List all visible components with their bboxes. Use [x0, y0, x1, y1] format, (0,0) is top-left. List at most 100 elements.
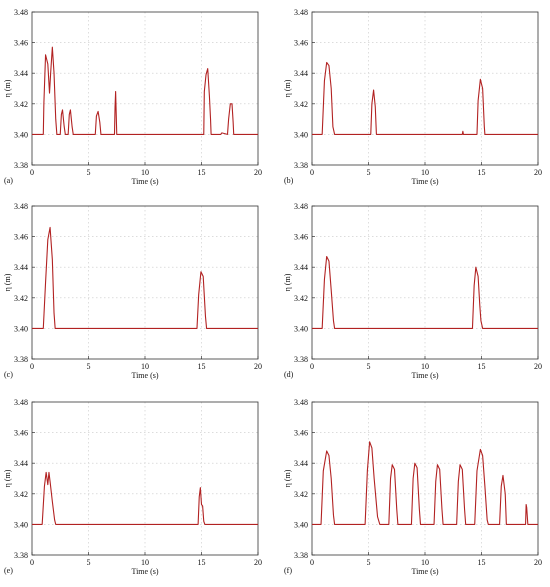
x-axis-label: Time (s) — [131, 371, 158, 380]
y-axis-label: η (m) — [283, 79, 292, 97]
x-axis-label: Time (s) — [411, 371, 438, 380]
x-tick-label: 0 — [30, 362, 34, 371]
y-tick-label: 3.46 — [294, 39, 308, 48]
y-tick-label: 3.44 — [14, 69, 28, 78]
y-tick-label: 3.42 — [294, 490, 308, 499]
x-tick-label: 15 — [198, 168, 206, 177]
x-axis-label: Time (s) — [411, 567, 438, 576]
x-tick-label: 10 — [421, 168, 429, 177]
y-tick-label: 3.48 — [14, 398, 28, 407]
series-line — [32, 471, 258, 525]
y-tick-label: 3.40 — [14, 520, 28, 529]
y-tick-label: 3.44 — [294, 459, 308, 468]
y-tick-label: 3.46 — [14, 39, 28, 48]
y-tick-label: 3.46 — [14, 429, 28, 438]
y-tick-label: 3.46 — [14, 233, 28, 242]
x-tick-label: 5 — [367, 362, 371, 371]
x-tick-label: 15 — [478, 168, 486, 177]
x-tick-label: 20 — [534, 558, 542, 567]
x-tick-label: 15 — [478, 558, 486, 567]
x-axis-label: Time (s) — [131, 567, 158, 576]
y-tick-label: 3.44 — [14, 263, 28, 272]
y-axis-label: η (m) — [3, 273, 12, 291]
chart-panel: 0 5 10 15 20 3.38 3.40 3.42 3.44 3.46 3.48 Time (s)… — [283, 398, 542, 576]
panel-label: (a) — [4, 176, 13, 185]
x-tick-label: 20 — [534, 168, 542, 177]
y-tick-label: 3.42 — [294, 294, 308, 303]
y-tick-label: 3.48 — [294, 8, 308, 17]
y-tick-label: 3.44 — [294, 69, 308, 78]
series-line — [312, 255, 538, 329]
y-axis-label: η (m) — [3, 469, 12, 487]
y-tick-label: 3.40 — [14, 130, 28, 139]
panel-label: (b) — [284, 176, 294, 185]
axes-frame — [311, 205, 539, 360]
y-axis-label: η (m) — [3, 79, 12, 97]
chart-panel: 0 5 10 15 20 3.38 3.40 3.42 3.44 3.46 3.48 Time (s)… — [3, 398, 262, 576]
series-line — [312, 61, 538, 135]
panel-label: (d) — [284, 370, 294, 379]
panel-label: (f) — [284, 566, 292, 575]
y-tick-label: 3.40 — [294, 520, 308, 529]
panel-label: (e) — [4, 566, 13, 575]
chart-panel: 0 5 10 15 20 3.38 3.40 3.42 3.44 3.46 3.48 Time (s)… — [283, 8, 542, 186]
y-tick-label: 3.40 — [294, 324, 308, 333]
y-tick-label: 3.40 — [14, 324, 28, 333]
axes-frame — [31, 401, 259, 556]
x-tick-label: 10 — [141, 362, 149, 371]
y-tick-label: 3.46 — [294, 429, 308, 438]
y-tick-label: 3.38 — [14, 355, 28, 364]
y-tick-label: 3.40 — [294, 130, 308, 139]
x-tick-label: 0 — [310, 168, 314, 177]
y-axis-label: η (m) — [283, 469, 292, 487]
x-tick-label: 0 — [30, 558, 34, 567]
y-tick-label: 3.46 — [294, 233, 308, 242]
y-tick-label: 3.38 — [14, 161, 28, 170]
x-tick-label: 10 — [421, 362, 429, 371]
axes-frame — [311, 401, 539, 556]
y-tick-label: 3.44 — [294, 263, 308, 272]
series-line — [312, 441, 538, 525]
y-tick-label: 3.48 — [294, 202, 308, 211]
x-axis-label: Time (s) — [411, 177, 438, 186]
y-tick-label: 3.48 — [294, 398, 308, 407]
y-tick-label: 3.42 — [14, 490, 28, 499]
y-axis-label: η (m) — [283, 273, 292, 291]
x-tick-label: 5 — [87, 362, 91, 371]
x-tick-label: 10 — [141, 168, 149, 177]
chart-panel: 0 5 10 15 20 3.38 3.40 3.42 3.44 3.46 3.48 Time (s)… — [3, 8, 262, 186]
axes-frame — [311, 11, 539, 166]
x-tick-label: 5 — [367, 558, 371, 567]
y-tick-label: 3.38 — [294, 355, 308, 364]
chart-panel: 0 5 10 15 20 3.38 3.40 3.42 3.44 3.46 3.48 Time (s)… — [283, 202, 542, 380]
y-tick-label: 3.48 — [14, 202, 28, 211]
x-tick-label: 15 — [198, 558, 206, 567]
x-tick-label: 20 — [254, 168, 262, 177]
x-tick-label: 10 — [141, 558, 149, 567]
y-tick-label: 3.48 — [14, 8, 28, 17]
panel-label: (c) — [4, 370, 13, 379]
x-tick-label: 5 — [87, 168, 91, 177]
x-tick-label: 15 — [198, 362, 206, 371]
x-tick-label: 15 — [478, 362, 486, 371]
x-tick-label: 0 — [310, 558, 314, 567]
y-tick-label: 3.38 — [294, 551, 308, 560]
axes-frame — [31, 11, 259, 166]
x-tick-label: 0 — [30, 168, 34, 177]
y-tick-label: 3.44 — [14, 459, 28, 468]
x-tick-label: 20 — [254, 362, 262, 371]
x-tick-label: 5 — [367, 168, 371, 177]
x-tick-label: 20 — [254, 558, 262, 567]
x-tick-label: 10 — [421, 558, 429, 567]
y-tick-label: 3.38 — [294, 161, 308, 170]
x-axis-label: Time (s) — [131, 177, 158, 186]
x-tick-label: 0 — [310, 362, 314, 371]
series-line — [32, 46, 258, 135]
axes-frame — [31, 205, 259, 360]
y-tick-label: 3.42 — [14, 294, 28, 303]
x-tick-label: 5 — [87, 558, 91, 567]
x-tick-label: 20 — [534, 362, 542, 371]
y-tick-label: 3.42 — [14, 100, 28, 109]
